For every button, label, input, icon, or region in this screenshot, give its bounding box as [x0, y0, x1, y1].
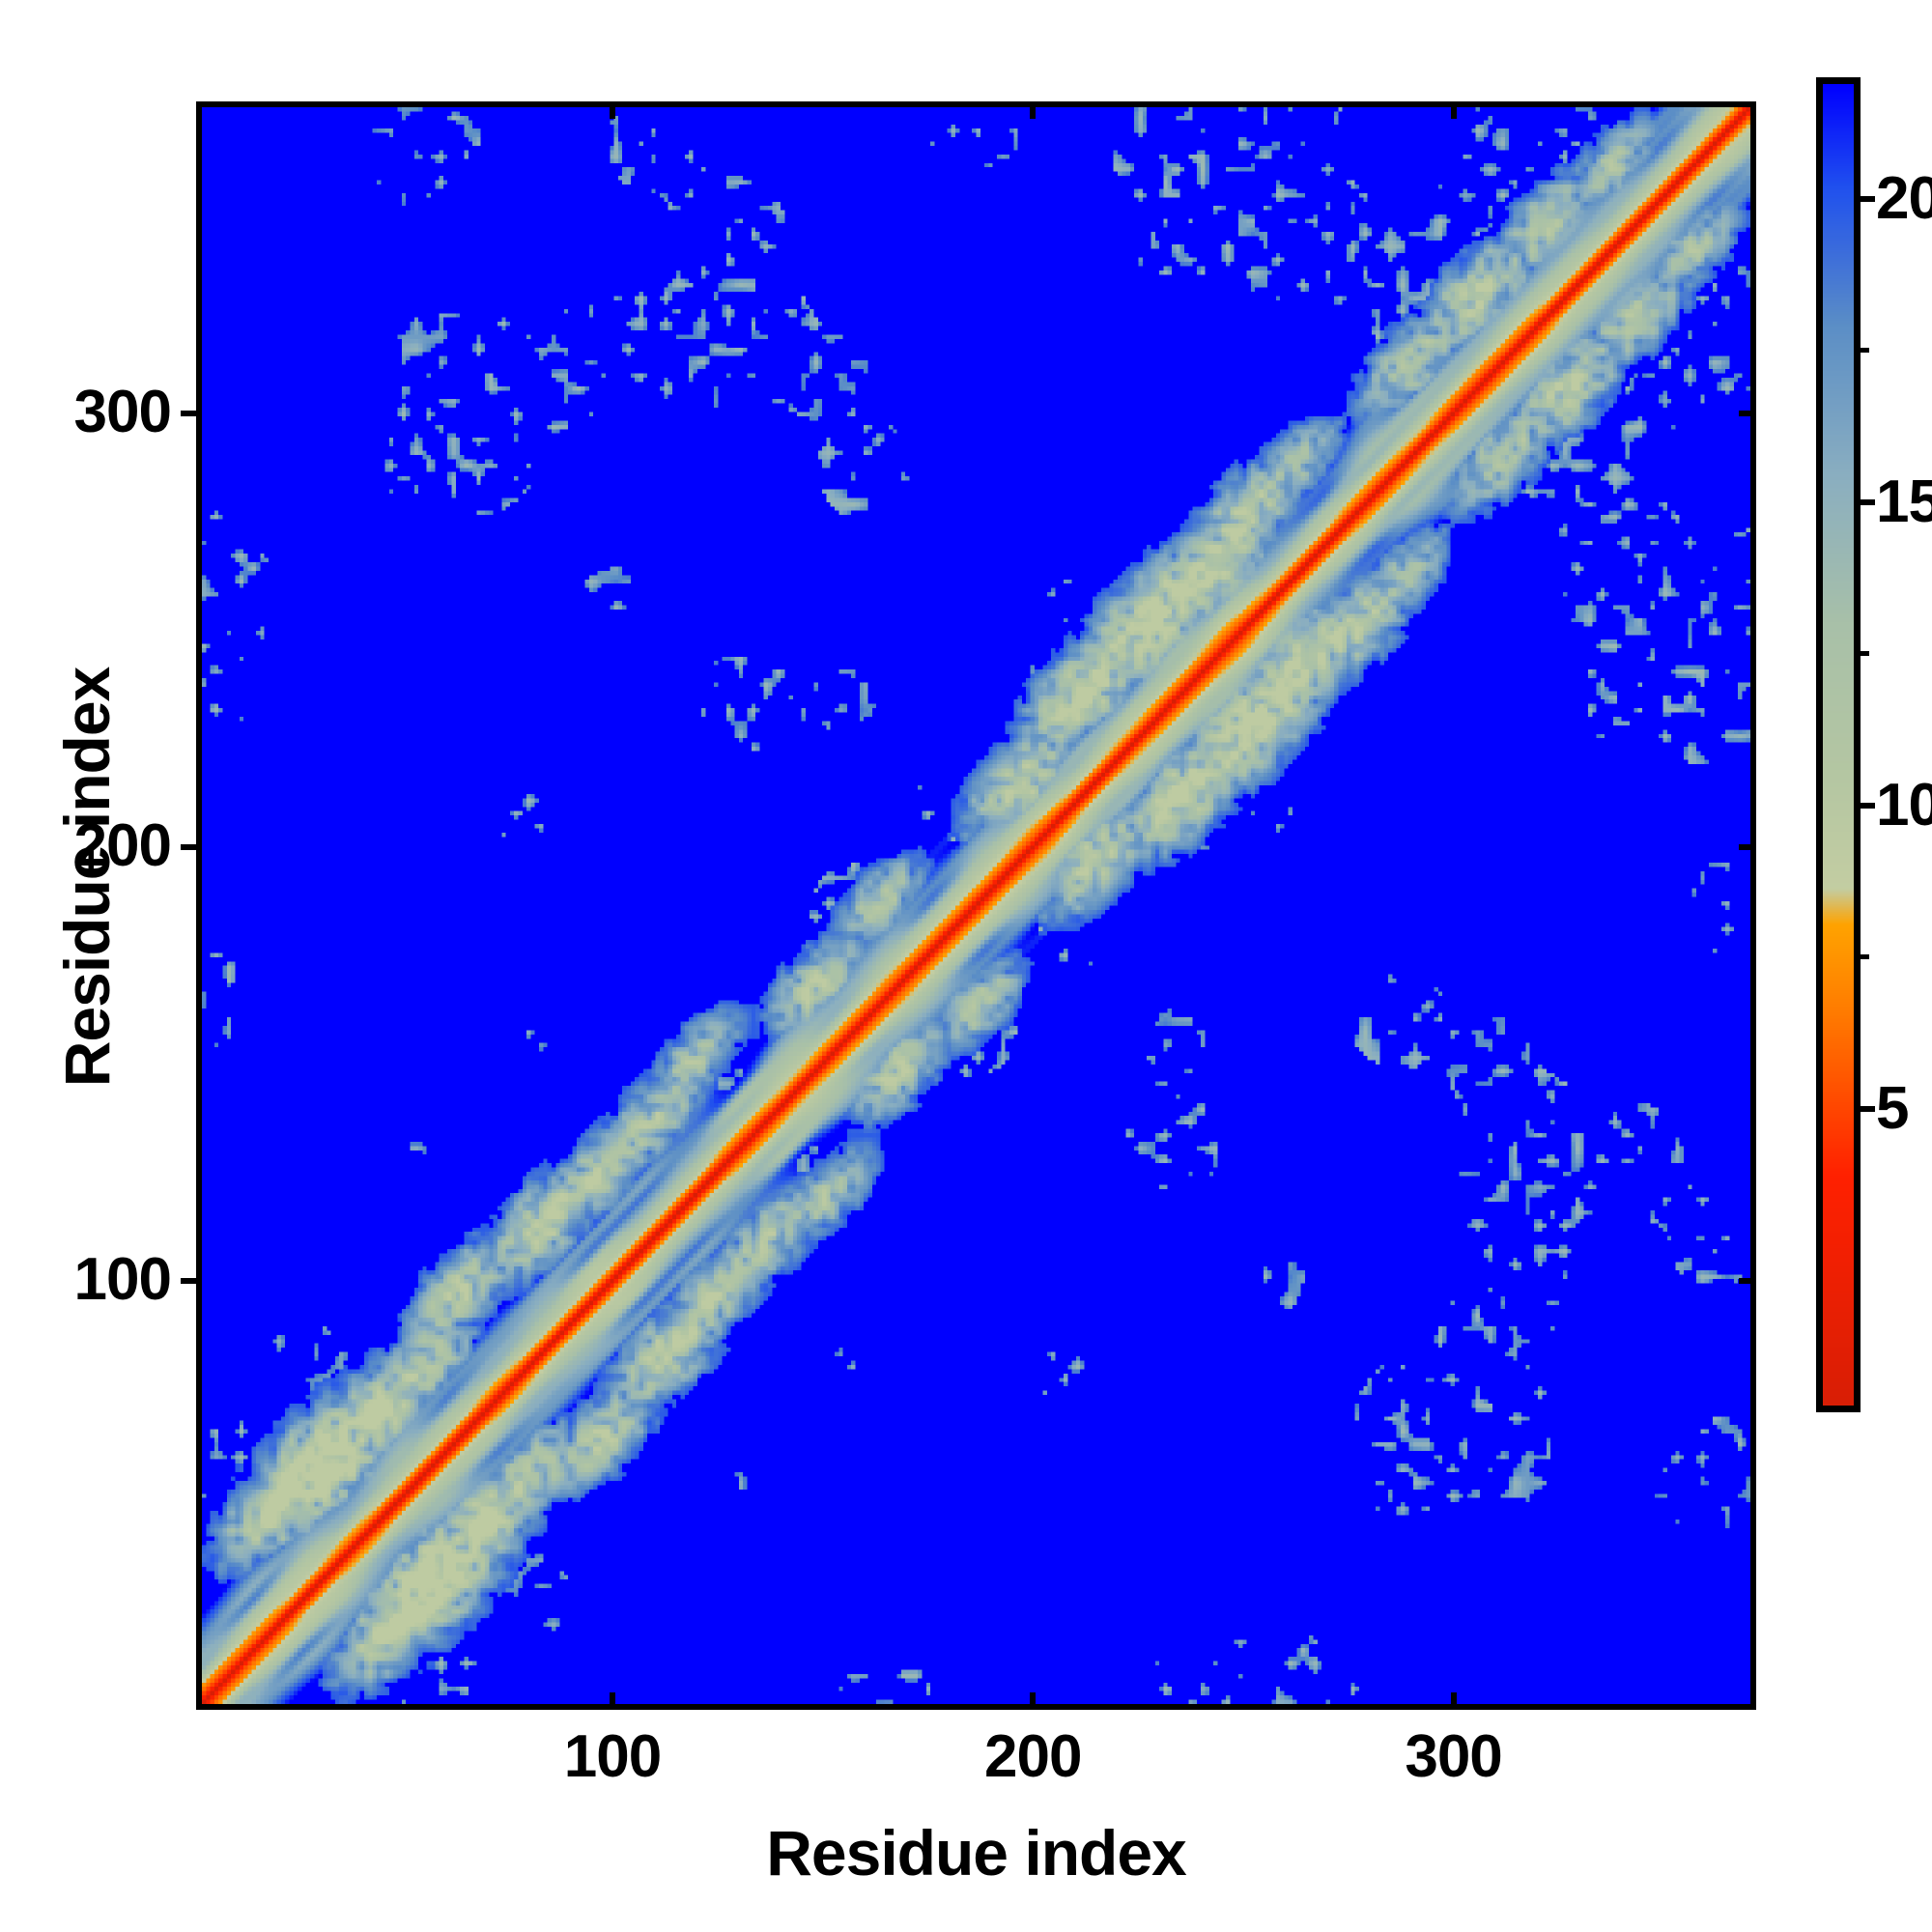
- x-tick-mark-top: [609, 101, 615, 119]
- colorbar-minor-tick: [1861, 954, 1869, 960]
- y-axis-label: Residue index: [51, 667, 123, 1088]
- x-tick-mark: [1450, 1692, 1457, 1710]
- x-tick-label-100: 100: [563, 1723, 662, 1790]
- colorbar-tick-mark-20: [1861, 195, 1875, 202]
- colorbar-tick-label-10: 10: [1876, 771, 1932, 838]
- x-tick-mark-top: [1030, 101, 1037, 119]
- colorbar-gradient: [1816, 77, 1861, 1412]
- colorbar-tick-mark-15: [1861, 498, 1875, 505]
- colorbar-image: [1823, 84, 1854, 1406]
- y-tick-label-100: 100: [73, 1245, 172, 1313]
- y-tick-label-200: 200: [73, 811, 172, 879]
- x-tick-label-300: 300: [1405, 1723, 1502, 1790]
- x-tick-mark: [1030, 1692, 1037, 1710]
- y-tick-mark-right: [1739, 843, 1756, 850]
- colorbar-tick-label-15: 15: [1876, 468, 1932, 535]
- x-tick-mark-top: [1450, 101, 1457, 119]
- y-tick-mark-right: [1739, 411, 1756, 417]
- x-axis-label: Residue index: [766, 1817, 1186, 1889]
- colorbar-minor-tick: [1861, 348, 1869, 354]
- y-tick-mark-right: [1739, 1277, 1756, 1284]
- y-tick-mark: [181, 843, 196, 850]
- colorbar-tick-label-20: 20: [1876, 164, 1932, 232]
- heatmap-plot-area: [196, 101, 1756, 1710]
- colorbar-tick-label-5: 5: [1876, 1074, 1909, 1142]
- y-tick-mark: [181, 1277, 196, 1284]
- colorbar-minor-tick: [1861, 651, 1869, 657]
- colorbar-tick-mark-10: [1861, 802, 1875, 809]
- heatmap-image: [202, 107, 1750, 1704]
- x-tick-mark: [609, 1692, 615, 1710]
- colorbar-tick-mark-5: [1861, 1105, 1875, 1112]
- x-tick-label-200: 200: [984, 1723, 1082, 1790]
- y-tick-label-300: 300: [73, 379, 172, 446]
- colorbar: 5 10 15 20: [1816, 77, 1932, 1412]
- y-tick-mark: [181, 411, 196, 417]
